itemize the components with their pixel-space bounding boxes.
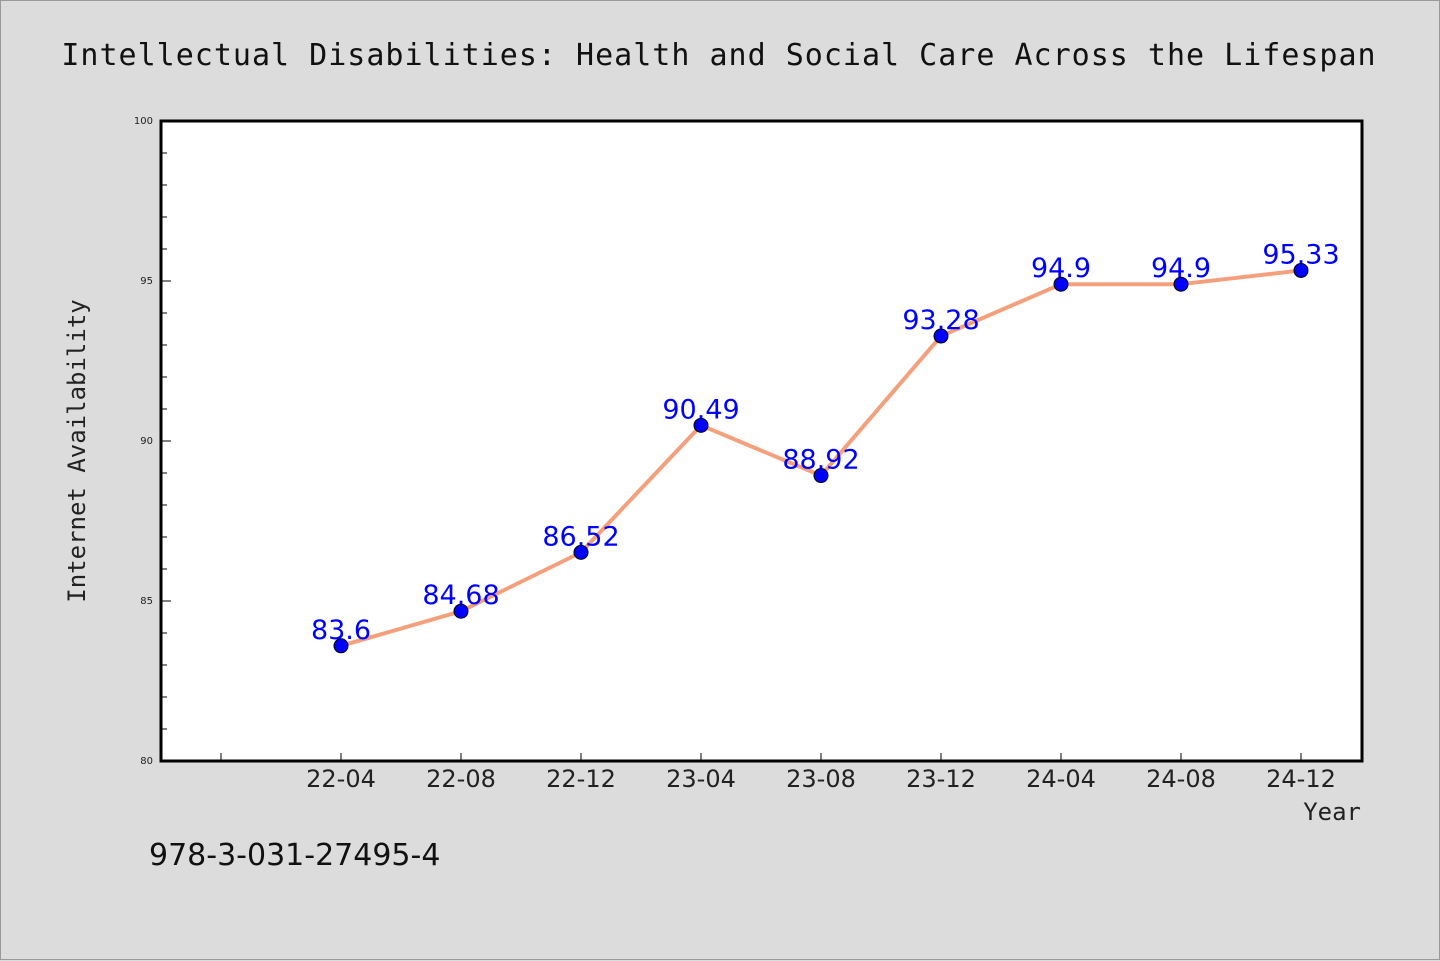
x-tick-label: 22-12 [546, 765, 616, 793]
y-axis: 80 85 90 95 100 [134, 116, 171, 767]
data-label: 83.6 [311, 615, 371, 646]
data-label: 86.52 [542, 521, 619, 552]
isbn-caption: 978-3-031-27495-4 [149, 838, 440, 873]
x-tick-label: 23-12 [906, 765, 976, 793]
x-tick-label: 24-04 [1026, 765, 1096, 793]
y-tick-label: 100 [134, 116, 153, 127]
x-tick-label: 22-08 [426, 765, 496, 793]
data-label: 90.49 [662, 394, 739, 425]
data-label: 94.9 [1151, 253, 1211, 284]
data-point [1293, 262, 1309, 278]
data-label: 88.92 [782, 445, 859, 476]
data-point [333, 638, 349, 654]
series: 83.6 84.68 86.52 90.49 88.92 93.28 94.9 94.9 95.… [311, 239, 1340, 654]
x-tick-label: 24-08 [1146, 765, 1216, 793]
data-point [453, 603, 469, 619]
x-tick-label: 23-04 [666, 765, 736, 793]
data-point [693, 417, 709, 433]
x-axis: 22-04 22-08 22-12 23-04 23-08 23-12 24-04 24-08… [220, 753, 1336, 793]
y-axis-label: Internet Availability [63, 299, 91, 602]
x-axis-label: Year [1303, 798, 1361, 826]
data-label: 84.68 [422, 580, 499, 611]
data-label: 94.9 [1031, 253, 1091, 284]
data-label: 95.33 [1262, 239, 1339, 270]
x-tick-label: 23-08 [786, 765, 856, 793]
y-tick-label: 90 [140, 436, 153, 447]
y-tick-label: 85 [140, 596, 153, 607]
data-point [1173, 276, 1189, 292]
y-tick-label: 95 [140, 276, 153, 287]
data-point [1053, 276, 1069, 292]
data-label: 93.28 [902, 305, 979, 336]
data-point [813, 468, 829, 484]
x-tick-label: 24-12 [1266, 765, 1336, 793]
data-point [933, 328, 949, 344]
y-tick-label: 80 [140, 756, 153, 767]
data-point [573, 544, 589, 560]
x-tick-label: 22-04 [306, 765, 376, 793]
plot-area [159, 119, 1364, 763]
chart-title: Intellectual Disabilities: Health and So… [61, 38, 1376, 73]
